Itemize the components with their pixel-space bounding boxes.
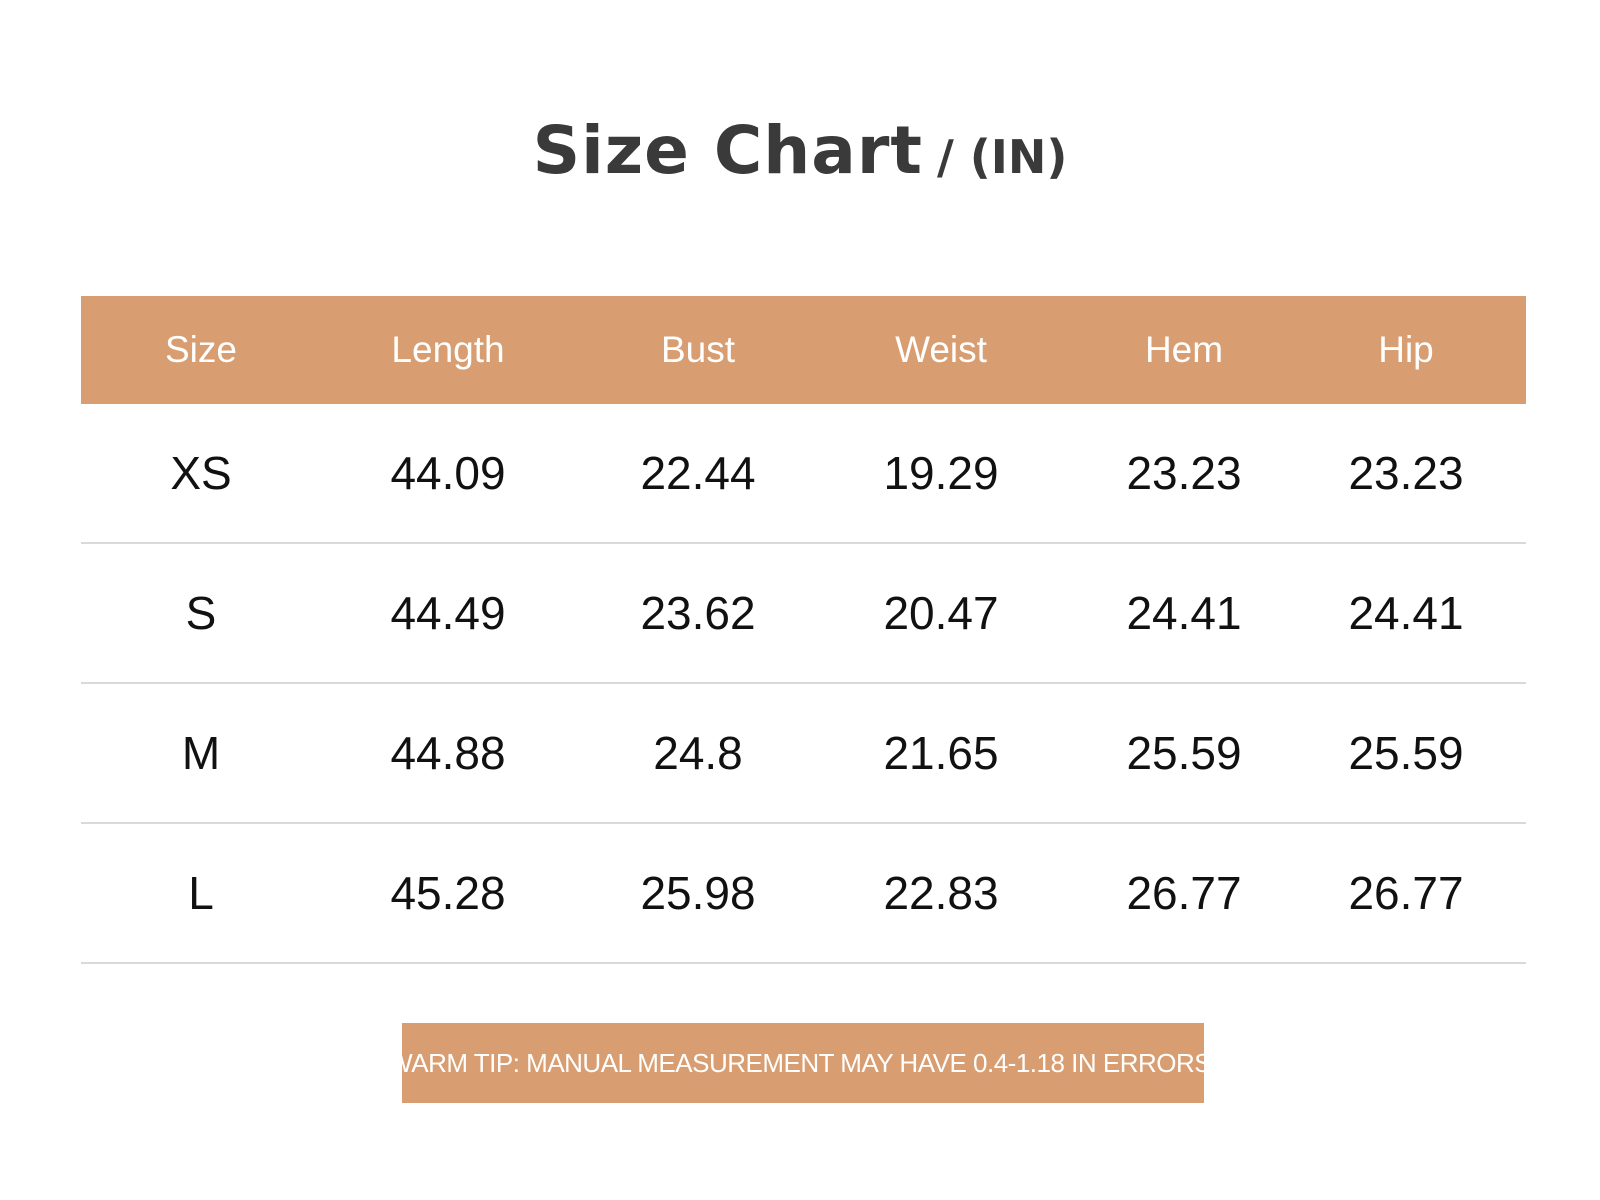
cell-hip: 23.23	[1348, 447, 1464, 499]
cell-weist: 22.83	[883, 867, 999, 919]
table-header-row: Size Length Bust Weist Hem Hip	[81, 296, 1526, 404]
cell-size: S	[185, 587, 217, 639]
cell-hem: 26.77	[1126, 867, 1242, 919]
header-hip: Hip	[1378, 329, 1434, 370]
cell-bust: 22.44	[640, 447, 756, 499]
header-weist: Weist	[895, 329, 987, 370]
cell-hem: 23.23	[1126, 447, 1242, 499]
cell-length: 44.88	[390, 727, 506, 779]
cell-size: XS	[170, 447, 232, 499]
cell-size: L	[188, 867, 214, 919]
cell-length: 44.49	[390, 587, 506, 639]
cell-bust: 23.62	[640, 587, 756, 639]
header-bust: Bust	[660, 329, 736, 370]
cell-length: 45.28	[390, 867, 506, 919]
table-row: S 44.49 23.62 20.47 24.41 24.41	[81, 544, 1526, 684]
cell-bust: 25.98	[640, 867, 756, 919]
cell-weist: 19.29	[883, 447, 999, 499]
page-title: Size Chart / (IN)	[0, 112, 1600, 189]
size-table: Size Length Bust Weist Hem Hip XS 44.09 …	[81, 296, 1526, 964]
table-row: M 44.88 24.8 21.65 25.59 25.59	[81, 684, 1526, 824]
header-hem: Hem	[1144, 329, 1224, 370]
cell-hip: 26.77	[1348, 867, 1464, 919]
cell-weist: 21.65	[883, 727, 999, 779]
table-row: L 45.28 25.98 22.83 26.77 26.77	[81, 824, 1526, 964]
header-length: Length	[391, 329, 505, 370]
table-row: XS 44.09 22.44 19.29 23.23 23.23	[81, 404, 1526, 544]
title-main: Size Chart	[532, 112, 923, 189]
cell-hip: 25.59	[1348, 727, 1464, 779]
cell-size: M	[181, 727, 221, 779]
warm-tip-banner: WARM TIP: MANUAL MEASUREMENT MAY HAVE 0.…	[388, 1023, 1218, 1103]
cell-hem: 24.41	[1126, 587, 1242, 639]
cell-length: 44.09	[390, 447, 506, 499]
cell-hem: 25.59	[1126, 727, 1242, 779]
header-size: Size	[165, 329, 237, 370]
cell-weist: 20.47	[883, 587, 999, 639]
title-unit: / (IN)	[936, 130, 1068, 184]
cell-bust: 24.8	[653, 727, 743, 779]
cell-hip: 24.41	[1348, 587, 1464, 639]
